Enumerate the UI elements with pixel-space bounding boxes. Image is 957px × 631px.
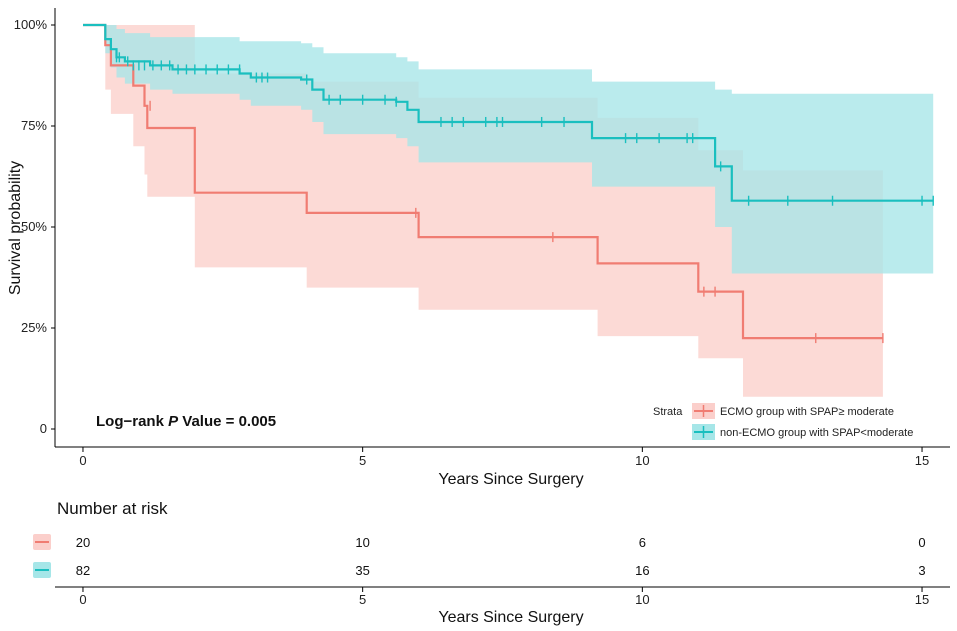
risk-value-non-ecmo: 82 [76,563,90,578]
risk-value-ecmo: 6 [639,535,646,550]
survival-curve-ecmo [83,23,883,340]
legend-label-non-ecmo: non-ECMO group with SPAP<moderate [720,427,913,439]
logrank-suffix: Value = 0.005 [178,413,276,430]
y-tick-label: 0 [40,421,47,436]
y-tick-label: 100% [14,17,48,32]
legend-title: Strata [653,406,683,418]
legend: Strata ECMO group with SPAP≥ moderate no… [653,403,913,440]
legend-label-ecmo: ECMO group with SPAP≥ moderate [720,406,894,418]
censor-marks [115,52,934,344]
x-tick-label: 5 [359,453,366,468]
logrank-p: P [168,413,179,430]
risk-value-non-ecmo: 16 [635,563,649,578]
x-tick-label: 15 [915,453,929,468]
logrank-annotation: Log−rank P Value = 0.005 [96,413,276,430]
risk-x-axis-ticks: 0 5 10 15 [79,587,929,607]
y-tick-label: 50% [21,219,47,234]
risk-table-title: Number at risk [57,499,168,518]
logrank-prefix: Log−rank [96,413,168,430]
y-tick-label: 75% [21,118,47,133]
risk-x-tick-label: 5 [359,592,366,607]
y-axis-ticks: 0 25% 50% 75% 100% [14,17,55,436]
risk-x-axis-title: Years Since Surgery [438,609,583,626]
confidence-bands [83,25,934,397]
risk-x-tick-label: 10 [635,592,649,607]
risk-table: Number at risk 20 10 6 0 82 35 16 3 0 5 10 15 Year… [33,499,950,626]
risk-value-non-ecmo: 35 [355,563,369,578]
x-axis-ticks: 0 5 10 15 [79,447,929,468]
risk-value-non-ecmo: 3 [918,563,925,578]
risk-value-ecmo: 20 [76,535,90,550]
risk-x-tick-label: 0 [79,592,86,607]
y-axis-title: Survival probability [7,161,24,295]
risk-table-cells: 20 10 6 0 82 35 16 3 [76,535,926,578]
y-tick-label: 25% [21,320,47,335]
risk-value-ecmo: 0 [918,535,925,550]
risk-x-tick-label: 15 [915,592,929,607]
x-tick-label: 0 [79,453,86,468]
x-axis-title: Years Since Surgery [438,471,583,488]
risk-value-ecmo: 10 [355,535,369,550]
ci-band-non-ecmo [83,25,934,274]
x-tick-label: 10 [635,453,649,468]
